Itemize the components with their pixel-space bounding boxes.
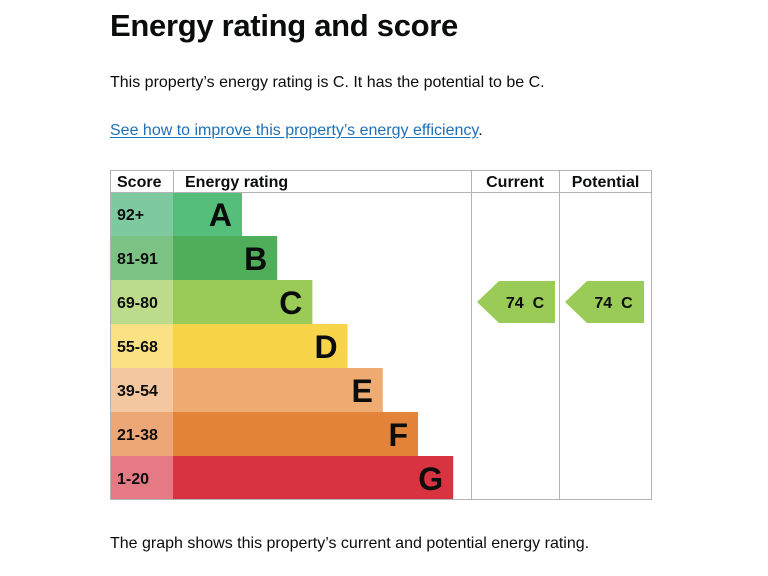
- score-range-d: 55-68: [117, 339, 158, 356]
- page-title: Energy rating and score: [110, 8, 458, 43]
- band-bar-c: [173, 280, 313, 324]
- rating-summary: This property’s energy rating is C. It h…: [110, 74, 545, 91]
- score-cell-b: [110, 236, 173, 280]
- score-cell-f: [110, 412, 173, 456]
- score-cell-c: [110, 280, 173, 324]
- band-letter-c: C: [279, 285, 302, 321]
- header-energy-rating: Energy rating: [185, 174, 288, 191]
- score-range-c: 69-80: [117, 295, 158, 312]
- score-cell-e: [110, 368, 173, 412]
- score-range-f: 21-38: [117, 427, 158, 444]
- score-cell-d: [110, 324, 173, 368]
- score-range-g: 1-20: [117, 471, 149, 488]
- band-bar-e: [173, 368, 383, 412]
- band-bar-b: [173, 236, 278, 280]
- header-current: Current: [486, 174, 544, 191]
- potential-rating-label: 74 C: [594, 295, 633, 312]
- score-range-b: 81-91: [117, 251, 158, 268]
- band-letter-e: E: [351, 373, 372, 409]
- link-suffix: .: [478, 122, 483, 139]
- score-range-e: 39-54: [117, 383, 158, 400]
- improve-efficiency-link[interactable]: See how to improve this property’s energ…: [110, 122, 479, 139]
- current-arrow: [477, 281, 555, 323]
- current-rating-label: 74 C: [506, 295, 545, 312]
- score-range-a: 92+: [117, 207, 144, 224]
- band-letter-a: A: [209, 197, 232, 233]
- improve-link-line: See how to improve this property’s energ…: [110, 122, 483, 140]
- band-letter-g: G: [418, 461, 443, 497]
- band-bar-f: [173, 412, 418, 456]
- band-bar-a: [173, 192, 242, 236]
- band-bar-d: [173, 324, 348, 368]
- header-score: Score: [117, 174, 162, 191]
- score-cell-a: [110, 192, 173, 236]
- header-potential: Potential: [572, 174, 640, 191]
- chart-caption: The graph shows this property’s current …: [110, 535, 590, 552]
- potential-arrow: [565, 281, 644, 323]
- chart-border: [110, 170, 652, 500]
- score-cell-g: [110, 456, 173, 500]
- band-letter-f: F: [388, 417, 408, 453]
- band-letter-b: B: [244, 241, 267, 277]
- band-letter-d: D: [314, 329, 337, 365]
- band-bar-g: [173, 456, 454, 500]
